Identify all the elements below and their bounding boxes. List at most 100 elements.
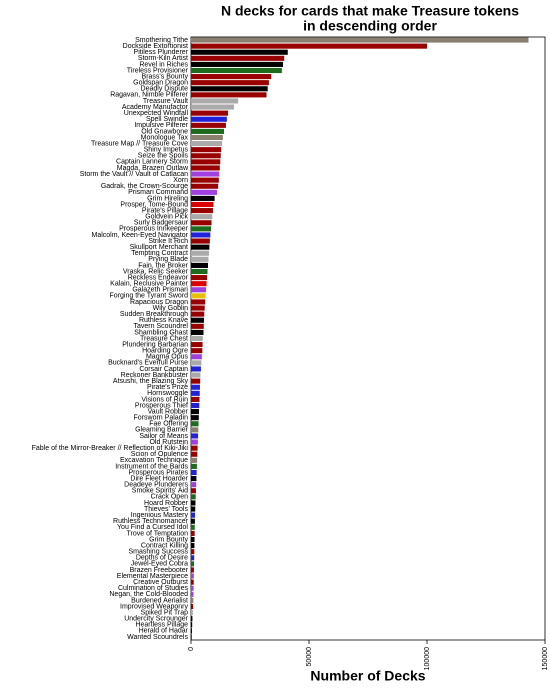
y-tick-label: Ruthless Knave: [139, 317, 188, 324]
y-tick-label: Tempting Contract: [131, 250, 188, 257]
bar: [191, 287, 207, 293]
bar: [191, 183, 219, 189]
y-tick-label: Shambling Ghast: [134, 329, 188, 336]
bar: [191, 317, 204, 323]
y-tick-label: Magma Opus: [146, 354, 189, 361]
bar: [191, 268, 208, 275]
y-tick-label: Magda, Brazen Outlaw: [117, 165, 189, 172]
y-tick-label: Visions of Ruin: [141, 396, 188, 403]
bar: [191, 275, 208, 281]
bar: [191, 469, 197, 476]
y-tick-label: Elemental Masterpiece: [117, 573, 188, 580]
bar: [191, 433, 199, 439]
y-tick-label: Treasure Map // Treasure Cove: [91, 140, 188, 147]
bar: [191, 457, 198, 463]
y-tick-label: Gleaming Barrier: [135, 427, 189, 434]
y-tick-label: Prosperous Pirates: [128, 469, 188, 476]
bar: [191, 628, 192, 634]
bar: [191, 512, 196, 518]
y-tick-label: Spell Swindle: [146, 116, 188, 123]
y-tick-label: Tireless Provisioner: [127, 67, 189, 74]
bar: [191, 238, 210, 244]
y-tick-label: Pirate's Pillage: [142, 207, 188, 214]
y-tick-label: Vault Robber: [148, 408, 189, 415]
bar: [191, 250, 209, 256]
y-tick-label: Excavation Technique: [120, 457, 188, 464]
bar: [191, 409, 200, 415]
y-tick-label: Hornswoggle: [147, 390, 188, 397]
y-tick-label: Sailor of Means: [139, 433, 188, 440]
y-tick-label: Revel in Riches: [139, 61, 188, 68]
y-tick-label: Gadrak, the Crown-Scourge: [101, 183, 188, 190]
y-tick-label: Surly Badgersaur: [134, 220, 189, 227]
bar: [191, 494, 196, 500]
bar: [191, 49, 288, 55]
bar: [191, 482, 197, 488]
y-tick-label: Trove of Temptation: [127, 530, 189, 537]
bar: [191, 220, 212, 226]
bar: [191, 445, 198, 451]
y-tick-label: Corsair Captain: [139, 366, 188, 373]
bar: [191, 244, 210, 250]
bar: [191, 67, 282, 74]
y-tick-label: Creative Outburst: [133, 579, 188, 586]
bar: [191, 195, 215, 201]
y-tick-label: Culmination of Studies: [118, 585, 189, 592]
y-tick-label: Rapacious Dragon: [130, 299, 188, 306]
y-tick-label: Tavern Scoundrel: [134, 323, 189, 330]
y-tick-label: You Find a Cursed Idol: [117, 524, 188, 531]
bar: [191, 110, 229, 116]
y-tick-label: Atsushi, the Blazing Sky: [113, 378, 189, 385]
bar: [191, 506, 196, 512]
x-tick-label: 150000: [542, 647, 549, 670]
x-tick-label: 100000: [424, 647, 431, 670]
bar: [191, 396, 200, 402]
bar: [191, 536, 195, 543]
y-tick-label: Spiked Pit Trap: [141, 609, 189, 616]
y-tick-label: Storm the Vault // Vault of Catlacan: [80, 171, 188, 178]
bar: [191, 128, 225, 134]
bar: [191, 573, 194, 579]
x-tick-label: 0: [188, 647, 195, 651]
bar: [191, 86, 268, 92]
y-tick-label: Smothering Tithe: [135, 37, 188, 44]
bar: [191, 360, 202, 366]
bar: [191, 348, 203, 354]
bar: [191, 378, 201, 384]
bar: [191, 354, 202, 360]
y-tick-label: Impulsive Pilferer: [134, 122, 188, 129]
y-tick-label: Reckless Endeavor: [128, 274, 189, 281]
y-tick-label: Prying Blade: [148, 256, 188, 263]
bar: [191, 555, 195, 561]
y-tick-label: Monologue Tax: [141, 134, 189, 141]
bar: [191, 43, 427, 49]
y-tick-label: Grim Bounty: [149, 536, 188, 543]
bar: [191, 171, 220, 177]
y-tick-label: Captain Lannery Storm: [116, 159, 188, 166]
bar: [191, 476, 197, 482]
x-axis-title: Number of Decks: [310, 668, 425, 684]
y-tick-label: Sudden Breakthrough: [120, 311, 188, 318]
y-tick-label: Hoard Robber: [144, 500, 189, 507]
y-tick-label: Treasure Chest: [140, 335, 188, 342]
y-tick-label: Dockside Extortionist: [123, 43, 188, 50]
bar: [191, 585, 194, 591]
bar: [191, 597, 194, 603]
chart-title: in descending order: [303, 18, 437, 34]
bar: [191, 342, 203, 348]
bar: [191, 530, 195, 536]
y-tick-label: Thieves' Tools: [144, 506, 189, 513]
bar: [191, 159, 221, 165]
y-tick-label: Brass's Bounty: [142, 73, 189, 80]
bar: [191, 421, 199, 427]
y-tick-label: Old Rutstein: [149, 439, 188, 446]
bar: [191, 390, 200, 396]
y-tick-label: Galazeth Prismari: [132, 287, 188, 294]
bar: [191, 591, 194, 597]
bar: [191, 427, 199, 433]
y-tick-label: Scion of Opulence: [131, 451, 188, 458]
bar: [191, 518, 195, 524]
y-tick-label: Seize the Spoils: [138, 153, 189, 160]
y-tick-label: Academy Manufactor: [122, 104, 189, 111]
